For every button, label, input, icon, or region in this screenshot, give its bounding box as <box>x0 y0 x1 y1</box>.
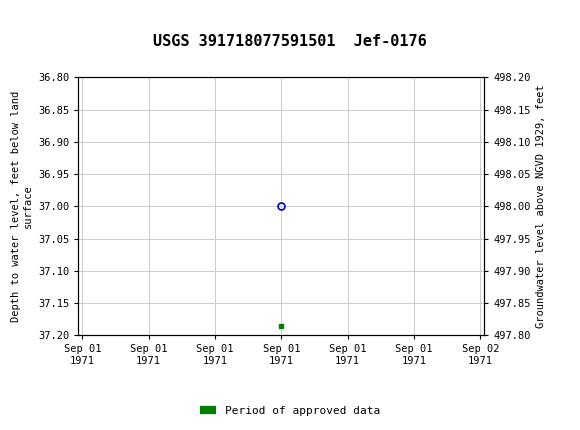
Y-axis label: Depth to water level, feet below land
surface: Depth to water level, feet below land su… <box>11 91 32 322</box>
Text: USGS 391718077591501  Jef-0176: USGS 391718077591501 Jef-0176 <box>153 34 427 49</box>
Legend: Period of approved data: Period of approved data <box>195 401 385 420</box>
Bar <box>2 2 39 38</box>
Y-axis label: Groundwater level above NGVD 1929, feet: Groundwater level above NGVD 1929, feet <box>536 85 546 328</box>
Text: USGS: USGS <box>44 11 99 29</box>
